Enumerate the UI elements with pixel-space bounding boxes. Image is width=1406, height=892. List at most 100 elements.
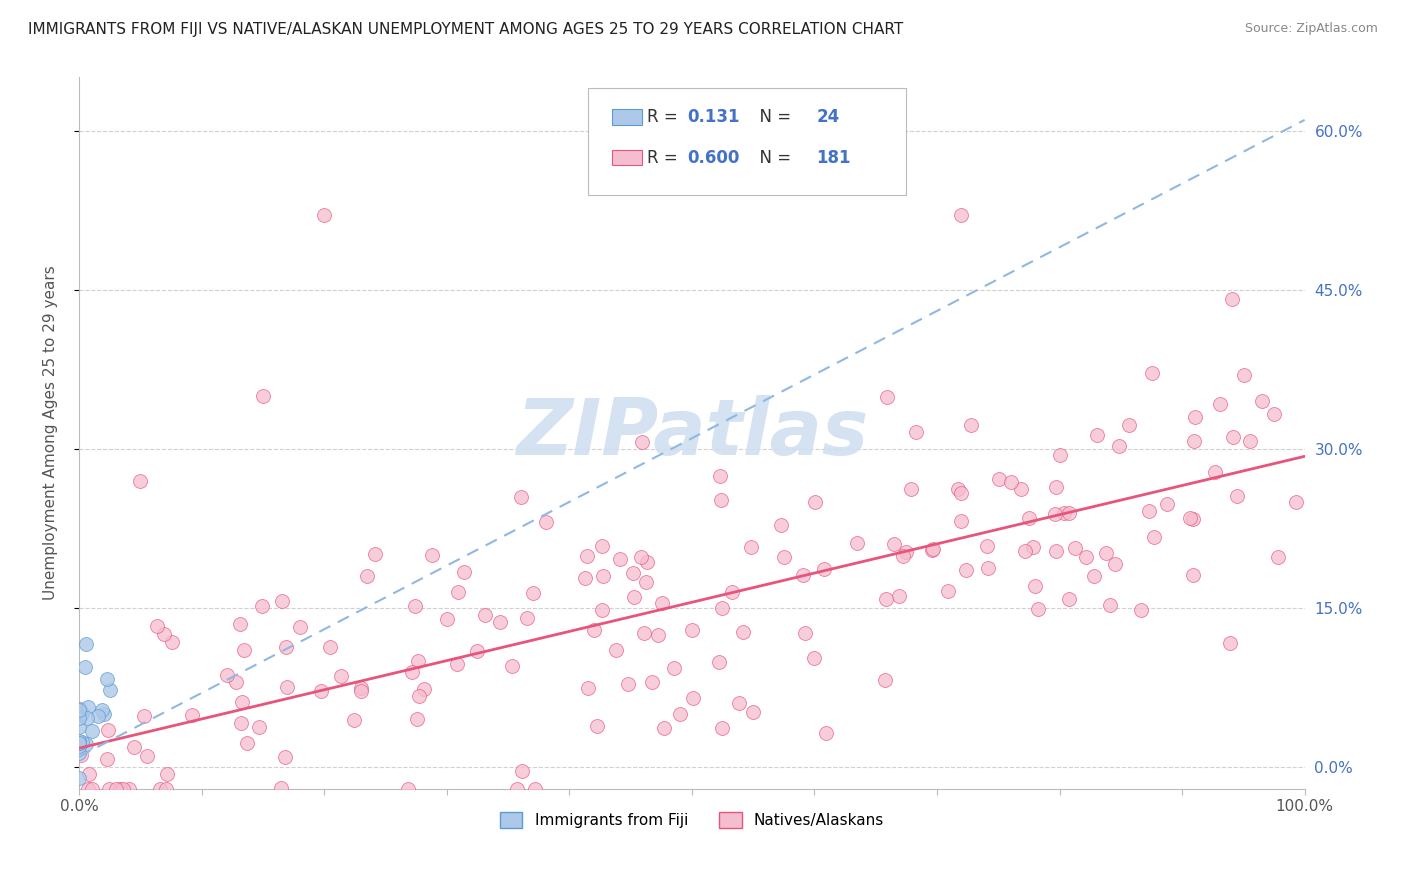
Point xyxy=(153,627,176,641)
Point xyxy=(215,668,238,682)
Point xyxy=(111,781,134,796)
Point xyxy=(76,781,98,796)
Point xyxy=(465,644,488,658)
Point xyxy=(235,736,257,750)
Point xyxy=(118,781,141,796)
Point xyxy=(404,599,426,613)
Point xyxy=(232,642,254,657)
Text: 0.600: 0.600 xyxy=(688,149,740,167)
Point xyxy=(69,708,91,723)
Point xyxy=(342,713,364,727)
Point xyxy=(250,599,273,614)
Point xyxy=(960,417,983,432)
Point xyxy=(1053,507,1076,521)
Text: N =: N = xyxy=(749,149,796,167)
Point xyxy=(1010,482,1032,496)
Point xyxy=(516,611,538,625)
Point xyxy=(270,780,292,795)
Point xyxy=(1226,490,1249,504)
Point xyxy=(96,672,118,686)
Point xyxy=(288,620,311,634)
Point xyxy=(591,539,613,553)
Point xyxy=(1156,497,1178,511)
Point xyxy=(794,625,817,640)
Point xyxy=(67,736,90,750)
Point xyxy=(1142,366,1164,380)
Point xyxy=(69,748,91,763)
Point xyxy=(813,561,835,575)
Point xyxy=(617,677,640,691)
Point xyxy=(709,469,731,483)
Point xyxy=(585,719,607,733)
Point xyxy=(641,675,664,690)
Point xyxy=(231,716,253,731)
Point xyxy=(681,624,703,638)
Point xyxy=(1064,541,1087,556)
Point xyxy=(1085,428,1108,442)
Point xyxy=(67,739,90,753)
Point xyxy=(873,673,896,687)
Point xyxy=(1142,530,1164,544)
Point xyxy=(1118,418,1140,433)
Point xyxy=(651,596,673,610)
Legend: Immigrants from Fiji, Natives/Alaskans: Immigrants from Fiji, Natives/Alaskans xyxy=(494,806,890,834)
Point xyxy=(576,681,599,695)
Point xyxy=(900,482,922,496)
Point xyxy=(93,706,115,721)
Point xyxy=(636,575,658,590)
Text: 181: 181 xyxy=(817,149,851,167)
Point xyxy=(67,711,90,725)
Point xyxy=(77,700,100,714)
Point xyxy=(576,549,599,564)
Point xyxy=(98,683,121,698)
Point xyxy=(1263,407,1285,421)
Point xyxy=(630,549,652,564)
Point xyxy=(270,594,292,608)
Point xyxy=(67,733,90,747)
Point xyxy=(896,545,918,559)
Point xyxy=(591,603,613,617)
Point xyxy=(731,625,754,640)
Point xyxy=(883,537,905,551)
Point xyxy=(1022,541,1045,555)
Point xyxy=(709,656,731,670)
Text: Source: ZipAtlas.com: Source: ZipAtlas.com xyxy=(1244,22,1378,36)
Point xyxy=(522,585,544,599)
Point xyxy=(90,703,112,717)
Point xyxy=(1057,506,1080,520)
Point xyxy=(949,514,972,528)
FancyBboxPatch shape xyxy=(612,150,641,166)
Point xyxy=(413,681,436,696)
Point xyxy=(1074,550,1097,565)
Point xyxy=(1026,601,1049,615)
Point xyxy=(1184,409,1206,424)
Point xyxy=(1250,394,1272,409)
Point xyxy=(669,706,692,721)
Point xyxy=(946,483,969,497)
Point xyxy=(181,707,204,722)
Point xyxy=(987,472,1010,486)
Point xyxy=(408,690,430,704)
Point xyxy=(247,720,270,734)
Point xyxy=(1219,636,1241,650)
Point xyxy=(1222,430,1244,444)
Point xyxy=(1095,546,1118,560)
Point xyxy=(231,695,253,709)
Point xyxy=(356,569,378,583)
Point xyxy=(621,566,644,581)
Point xyxy=(75,737,97,751)
Point xyxy=(605,642,627,657)
Point xyxy=(1284,495,1306,509)
Point xyxy=(350,684,373,698)
Point xyxy=(1057,591,1080,606)
Point xyxy=(534,515,557,529)
Point xyxy=(436,612,458,626)
Text: R =: R = xyxy=(647,108,683,126)
Point xyxy=(876,390,898,404)
Point xyxy=(803,650,825,665)
Point xyxy=(1000,475,1022,489)
Point xyxy=(87,709,110,723)
Point xyxy=(80,781,103,796)
Point xyxy=(524,781,547,796)
Point xyxy=(709,492,731,507)
